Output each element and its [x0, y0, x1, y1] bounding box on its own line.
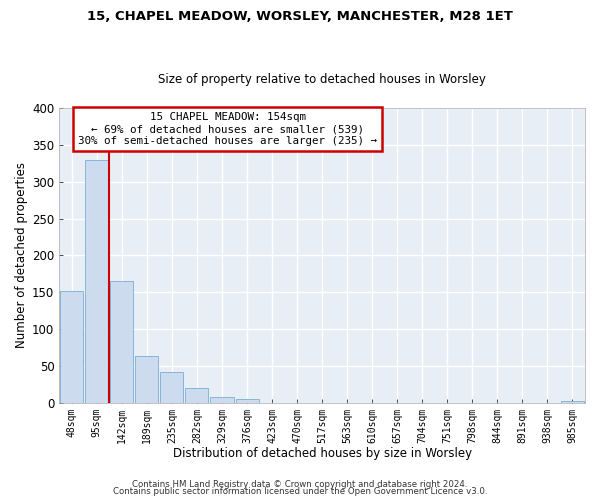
- Bar: [561, 400, 584, 402]
- Y-axis label: Number of detached properties: Number of detached properties: [15, 162, 28, 348]
- X-axis label: Distribution of detached houses by size in Worsley: Distribution of detached houses by size …: [173, 447, 472, 460]
- Bar: [236, 399, 259, 402]
- Bar: [160, 372, 184, 402]
- Bar: [185, 388, 208, 402]
- Text: Contains HM Land Registry data © Crown copyright and database right 2024.: Contains HM Land Registry data © Crown c…: [132, 480, 468, 489]
- Bar: [60, 292, 83, 403]
- Bar: [136, 356, 158, 403]
- Text: 15, CHAPEL MEADOW, WORSLEY, MANCHESTER, M28 1ET: 15, CHAPEL MEADOW, WORSLEY, MANCHESTER, …: [87, 10, 513, 23]
- Title: Size of property relative to detached houses in Worsley: Size of property relative to detached ho…: [158, 73, 486, 86]
- Bar: [85, 160, 109, 402]
- Text: Contains public sector information licensed under the Open Government Licence v3: Contains public sector information licen…: [113, 487, 487, 496]
- Bar: [110, 281, 133, 402]
- Bar: [211, 397, 233, 402]
- Text: 15 CHAPEL MEADOW: 154sqm
← 69% of detached houses are smaller (539)
30% of semi-: 15 CHAPEL MEADOW: 154sqm ← 69% of detach…: [78, 112, 377, 146]
